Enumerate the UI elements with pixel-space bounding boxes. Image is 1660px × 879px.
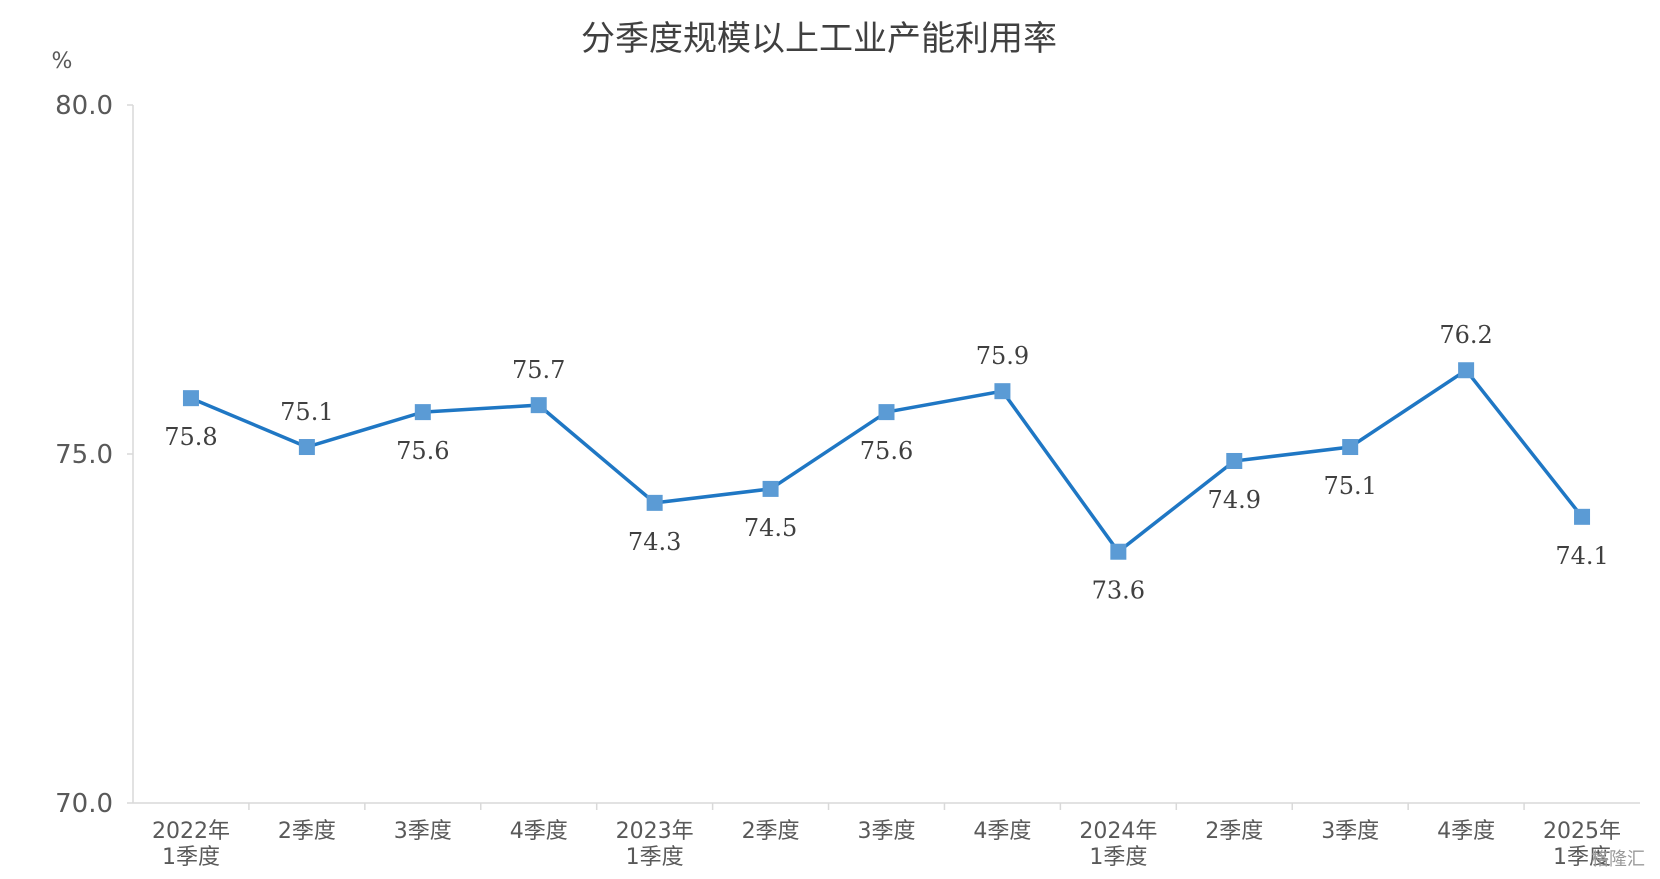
data-label: 75.7 (512, 356, 565, 384)
data-point-marker (994, 383, 1011, 400)
data-point-marker (1574, 508, 1591, 525)
data-point-marker (1110, 543, 1127, 560)
x-tick-label: 4季度 (1437, 819, 1495, 844)
data-label: 74.3 (628, 528, 681, 556)
data-point-marker (530, 397, 547, 414)
data-labels: 75.8 75.1 75.6 75.7 74.3 74.5 75.6 75.9 73.6 74.9… (164, 321, 1609, 604)
data-label: 76.2 (1439, 321, 1492, 349)
data-point-marker (298, 439, 315, 456)
x-tick-label: 2025年 (1543, 819, 1621, 844)
data-label: 74.5 (744, 514, 797, 542)
y-tick-label: 80.0 (55, 91, 113, 121)
series-markers (182, 362, 1591, 560)
x-tick-label: 3季度 (858, 819, 916, 844)
data-label: 75.6 (860, 437, 913, 465)
data-label: 74.1 (1555, 542, 1608, 570)
x-tick-label: 2季度 (278, 819, 336, 844)
data-point-marker (182, 390, 199, 407)
x-tick-label: 2024年 (1079, 819, 1157, 844)
data-label: 73.6 (1092, 577, 1145, 605)
data-label: 75.6 (396, 437, 449, 465)
data-point-marker (1226, 452, 1243, 469)
x-tick-label: 1季度 (162, 845, 220, 870)
data-label: 75.8 (164, 423, 217, 451)
data-point-marker (1458, 362, 1475, 379)
y-axis-ticks: 70.0 75.0 80.0 (55, 91, 133, 819)
x-tick-label: 3季度 (394, 819, 452, 844)
x-tick-label: 1季度 (626, 845, 684, 870)
x-tick-label: 1季度 (1089, 845, 1147, 870)
x-tick-label: 2季度 (742, 819, 800, 844)
x-tick-label: 2022年 (152, 819, 230, 844)
data-label: 75.9 (976, 342, 1029, 370)
chart-title: 分季度规模以上工业产能利用率 (581, 19, 1057, 59)
x-tick-label: 2023年 (616, 819, 694, 844)
data-point-marker (878, 404, 895, 421)
y-tick-label: 75.0 (55, 440, 113, 470)
data-point-marker (762, 480, 779, 497)
data-label: 75.1 (1323, 472, 1376, 500)
data-label: 74.9 (1208, 486, 1261, 514)
data-point-marker (414, 404, 431, 421)
x-tick-label: 3季度 (1321, 819, 1379, 844)
x-tick-label: 4季度 (973, 819, 1031, 844)
x-tick-label: 2季度 (1205, 819, 1263, 844)
data-point-marker (646, 494, 663, 511)
x-tick-label: 4季度 (510, 819, 568, 844)
y-axis-unit-label: % (52, 49, 73, 74)
data-label: 75.1 (280, 398, 333, 426)
x-tick-label: 1季度 (1553, 845, 1611, 870)
y-tick-label: 70.0 (55, 789, 113, 819)
data-point-marker (1342, 439, 1359, 456)
watermark-text: 格隆汇 (1591, 849, 1645, 870)
